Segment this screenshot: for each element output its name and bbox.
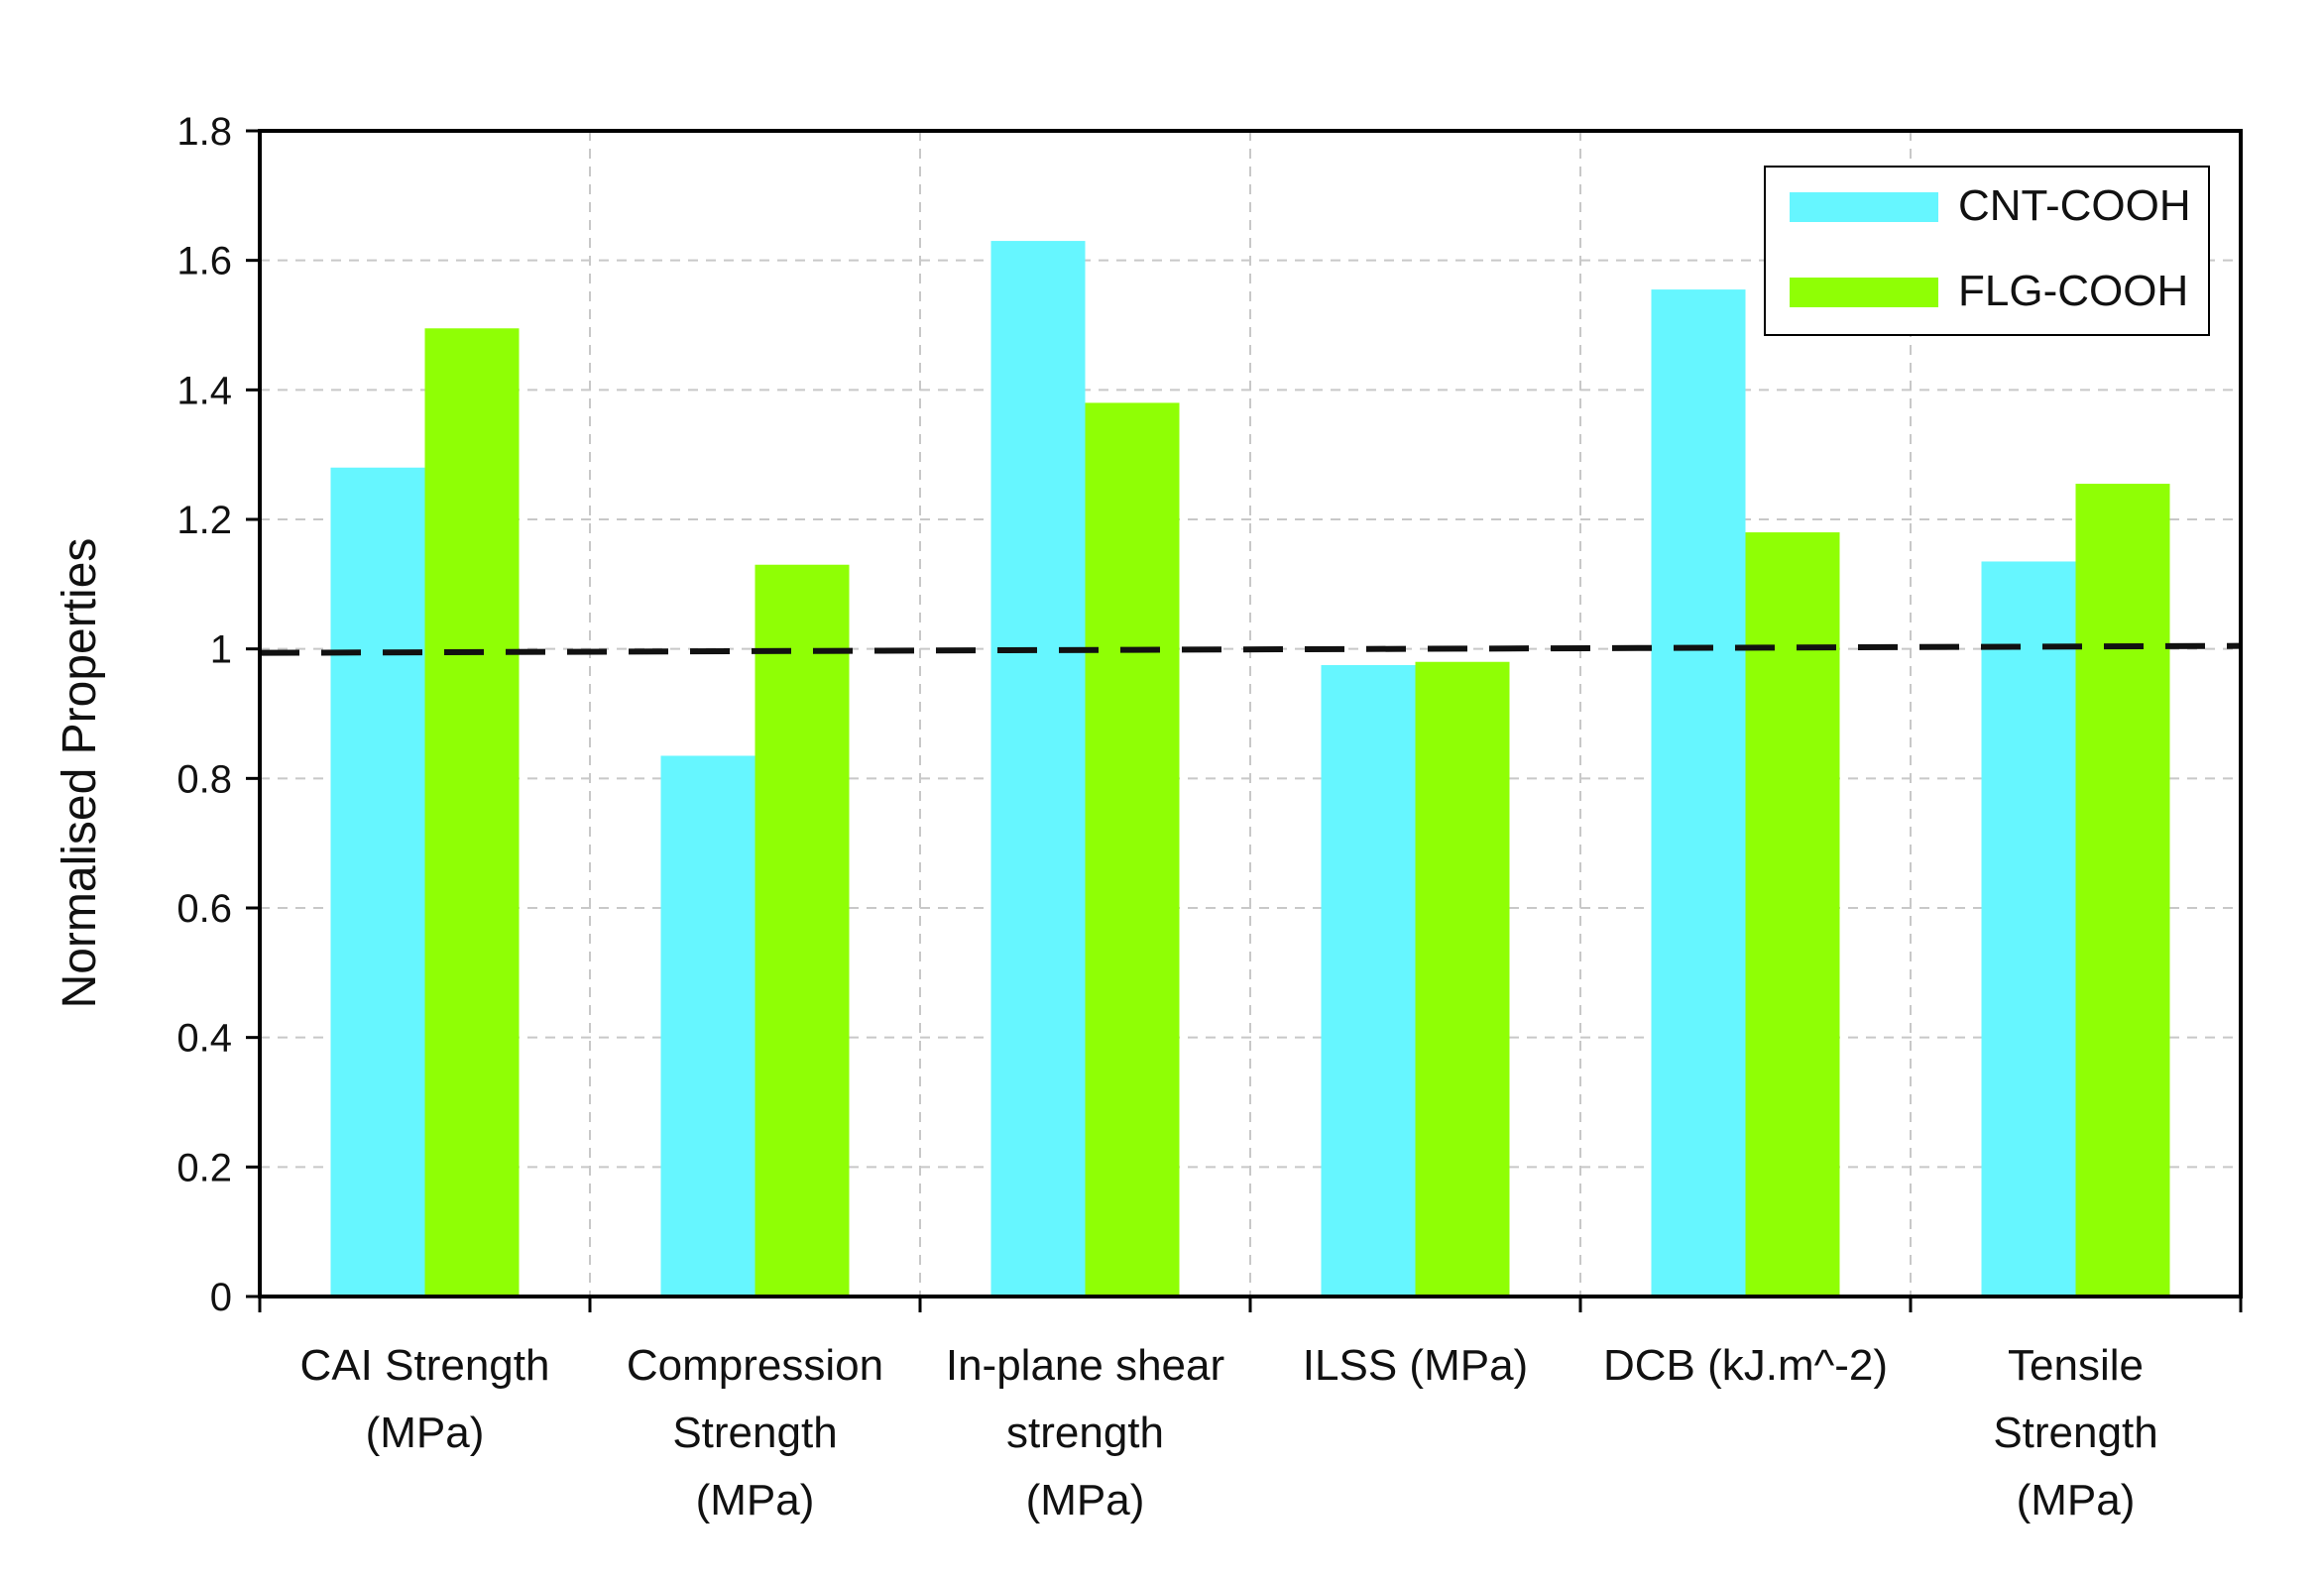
y-tick-label-3: 0.6: [176, 887, 232, 931]
category-label-line: (MPa): [366, 1409, 485, 1457]
bar-flg-cooh-3: [1415, 661, 1510, 1297]
y-tick-label-2: 0.4: [176, 1017, 232, 1061]
category-label-3: ILSS (MPa): [1303, 1341, 1528, 1390]
legend-swatch-cnt-cooh: [1790, 192, 1938, 222]
category-label-line: (MPa): [696, 1476, 815, 1524]
y-tick-label-0: 0: [210, 1276, 232, 1319]
category-label-line: Strength: [672, 1409, 837, 1457]
category-label-line: (MPa): [2017, 1476, 2136, 1524]
reference-line-group: [259, 642, 2242, 656]
category-label-0: CAI Strength (MPa): [300, 1341, 550, 1457]
category-label-line: Strength: [1993, 1409, 2157, 1457]
y-tick-label-8: 1.6: [176, 240, 232, 283]
bar-flg-cooh-1: [755, 564, 850, 1297]
category-label-5: Tensile Strength (MPa): [1993, 1341, 2157, 1524]
y-tick-label-6: 1.2: [176, 499, 232, 542]
category-label-2: In-plane shear strength (MPa): [946, 1341, 1224, 1524]
category-label-line: Compression: [627, 1341, 883, 1390]
bar-flg-cooh-2: [1085, 402, 1180, 1297]
bar-cnt-cooh-2: [990, 241, 1086, 1298]
bar-flg-cooh-5: [2075, 484, 2170, 1298]
axes: 0 0.2 0.4 0.6 0.8 1 1.2 1.4 1.6 1.8 CAI Strength (M…: [176, 110, 2243, 1524]
category-label-line: DCB (kJ.m^-2): [1603, 1341, 1888, 1390]
y-tick-label-9: 1.8: [176, 110, 232, 154]
category-label-line: ILSS (MPa): [1303, 1341, 1528, 1390]
y-tick-label-4: 0.8: [176, 757, 232, 801]
bar-cnt-cooh-0: [330, 467, 425, 1297]
legend-label-flg-cooh: FLG-COOH: [1958, 267, 2188, 315]
bar-cnt-cooh-4: [1651, 289, 1746, 1298]
reference-line: [259, 642, 2242, 656]
category-label-1: Compression Strength (MPa): [627, 1341, 883, 1524]
category-label-4: DCB (kJ.m^-2): [1603, 1341, 1888, 1390]
bar-flg-cooh-4: [1745, 532, 1840, 1297]
category-label-line: In-plane shear: [946, 1341, 1224, 1390]
category-label-line: Tensile: [2008, 1341, 2144, 1390]
bar-cnt-cooh-5: [1981, 561, 2076, 1297]
bar-cnt-cooh-3: [1321, 665, 1416, 1297]
bar-cnt-cooh-1: [660, 755, 755, 1297]
bar-flg-cooh-0: [424, 328, 520, 1297]
category-label-line: (MPa): [1026, 1476, 1145, 1524]
y-axis-title: Normalised Properties: [54, 538, 106, 1009]
legend: CNT-COOH FLG-COOH: [1764, 166, 2210, 336]
category-label-line: strength: [1006, 1409, 1164, 1457]
category-label-line: CAI Strength: [300, 1341, 550, 1390]
y-tick-label-5: 1: [210, 628, 232, 672]
y-tick-label-7: 1.4: [176, 369, 232, 412]
legend-swatch-flg-cooh: [1790, 278, 1938, 307]
legend-label-cnt-cooh: CNT-COOH: [1958, 181, 2191, 230]
bars: [330, 241, 2170, 1298]
y-tick-label-1: 0.2: [176, 1146, 232, 1189]
